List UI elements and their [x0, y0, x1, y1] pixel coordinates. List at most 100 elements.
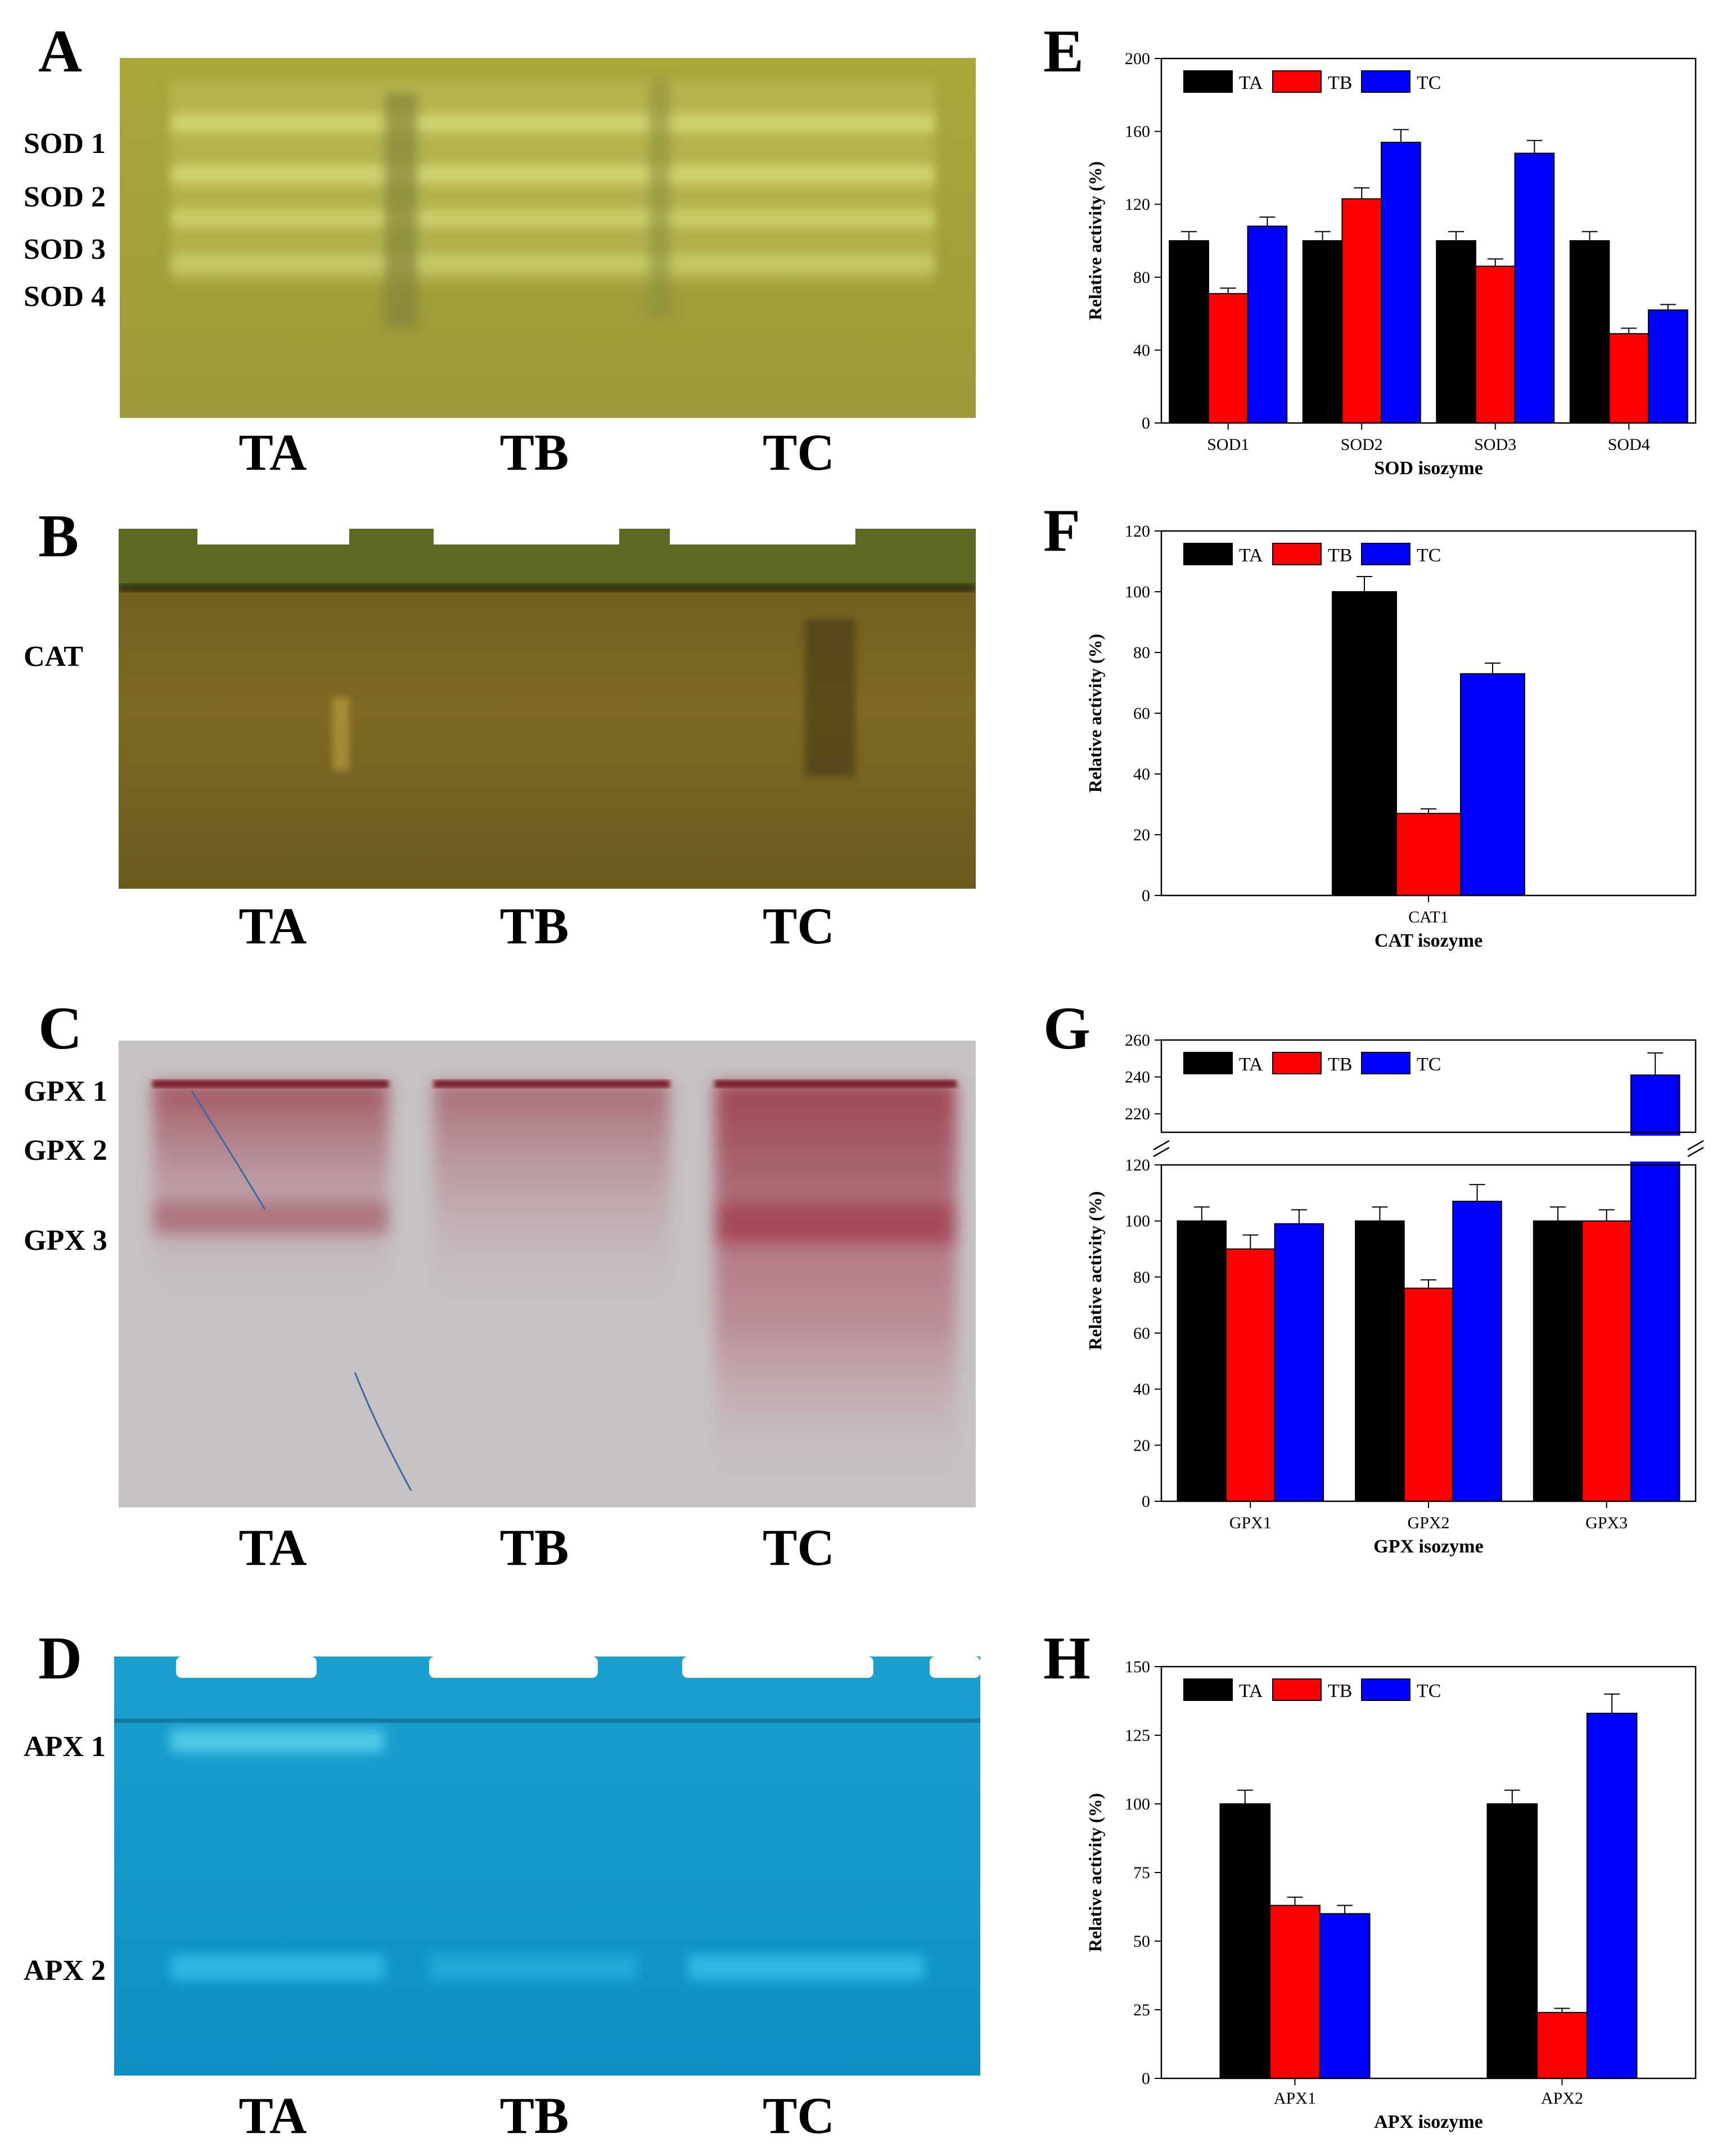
band-label-apx2: APX 2 — [24, 1955, 106, 1987]
y-tick-label: 240 — [1125, 1068, 1150, 1087]
bar-tb-gpx3 — [1581, 1220, 1632, 1502]
x-tick-label: SOD3 — [1474, 435, 1516, 454]
x-tick-label: GPX1 — [1229, 1514, 1272, 1532]
band-label-sod4: SOD 4 — [24, 281, 106, 313]
bar-tc-apx2 — [1586, 1712, 1638, 2079]
legend-swatch-tb — [1272, 543, 1322, 565]
lane-label-tc: TC — [763, 424, 835, 481]
chart-g-gpx: GPX1 GPX2 GPX3 0 20 40 60 80 100 120 220 240 260 Rela… — [1085, 1031, 1707, 1557]
gel-image-sod — [120, 58, 976, 418]
y-tick-label: 40 — [1133, 1380, 1150, 1399]
axis-break-mark-left — [1153, 1146, 1170, 1158]
x-tick-label: APX1 — [1274, 2089, 1316, 2108]
bar-tc-cat1 — [1460, 673, 1525, 896]
y-tick-label: 20 — [1133, 826, 1150, 844]
y-tick-label: 0 — [1142, 1492, 1150, 1511]
legend-swatch-ta — [1183, 1678, 1233, 1701]
chart-e-sod: SOD1 SOD2 SOD3 SOD4 0 40 80 120 160 200 Relative a… — [1085, 49, 1697, 479]
panel-letter-f: F — [1043, 497, 1080, 564]
x-tick-label: GPX2 — [1407, 1514, 1449, 1532]
band-label-sod2: SOD 2 — [24, 181, 106, 213]
bar-ta-sod3 — [1436, 240, 1476, 424]
y-tick-label: 200 — [1125, 49, 1150, 68]
bar-ta-cat1 — [1332, 591, 1397, 896]
bar-ta-gpx2 — [1355, 1220, 1405, 1502]
y-tick-label: 100 — [1125, 1795, 1150, 1813]
legend-swatch-ta — [1183, 543, 1233, 565]
legend-label-tb: TB — [1328, 1681, 1352, 1702]
lane-label-tc: TC — [763, 2087, 835, 2144]
bar-tc-gpx2 — [1452, 1200, 1502, 1502]
y-tick-label: 160 — [1125, 123, 1150, 141]
bar-tb-sod2 — [1341, 198, 1382, 424]
gpx-gel-picture — [119, 1041, 976, 1507]
panel-letter-g: G — [1043, 995, 1091, 1062]
y-axis-label: Relative activity (%) — [1085, 1793, 1105, 1952]
legend-label-tc: TC — [1417, 73, 1441, 93]
bar-tc-sod4 — [1648, 309, 1688, 424]
band-label-sod1: SOD 1 — [24, 128, 106, 160]
legend-swatch-tc — [1361, 1052, 1410, 1074]
legend-swatch-tc — [1361, 543, 1410, 565]
bar-tb-cat1 — [1396, 813, 1461, 897]
bar-tc-gpx1 — [1274, 1223, 1324, 1502]
y-tick-label: 0 — [1142, 2069, 1150, 2088]
gel-image-cat — [119, 529, 976, 889]
legend-label-tb: TB — [1328, 1054, 1352, 1075]
sod-gel-picture — [120, 58, 976, 418]
legend-label-ta: TA — [1239, 1054, 1263, 1075]
y-tick-label: 25 — [1133, 2001, 1150, 2019]
bar-ta-apx1 — [1219, 1803, 1271, 2079]
y-tick-label: 40 — [1133, 765, 1150, 784]
bar-ta-sod4 — [1569, 240, 1610, 424]
band-label-gpx3: GPX 3 — [24, 1225, 107, 1257]
gel-image-apx — [114, 1657, 980, 2076]
bar-tb-apx2 — [1536, 2011, 1588, 2080]
apx-gel-picture — [114, 1657, 980, 2076]
lane-label-ta: TA — [238, 1519, 307, 1576]
y-axis-label: Relative activity (%) — [1085, 161, 1105, 321]
bar-ta-gpx1 — [1177, 1220, 1227, 1502]
y-tick-label: 100 — [1125, 1212, 1150, 1231]
y-axis-label: Relative activity (%) — [1085, 634, 1105, 793]
lane-label-tc: TC — [763, 897, 835, 955]
panel-letter-b: B — [38, 503, 79, 570]
axis-break-mark-right — [1687, 1140, 1704, 1151]
chart-f-cat: CAT1 0 20 40 60 80 100 120 Relative activity (%)… — [1085, 522, 1697, 951]
x-tick-label: SOD2 — [1341, 435, 1383, 454]
x-tick-label: APX2 — [1541, 2089, 1583, 2108]
bar-ta-sod2 — [1302, 240, 1343, 424]
band-label-apx1: APX 1 — [24, 1731, 106, 1763]
legend-label-tc: TC — [1417, 1054, 1441, 1075]
y-tick-label: 80 — [1133, 643, 1150, 662]
legend-label-ta: TA — [1239, 545, 1263, 566]
legend-label-ta: TA — [1239, 1681, 1263, 1702]
y-axis-label: Relative activity (%) — [1085, 1191, 1105, 1351]
legend-label-tc: TC — [1417, 545, 1441, 566]
legend-swatch-ta — [1183, 1052, 1233, 1074]
band-label-gpx2: GPX 2 — [24, 1135, 107, 1167]
legend-swatch-tb — [1272, 1678, 1322, 1701]
axis-break-mark-right — [1687, 1146, 1704, 1158]
lane-label-ta: TA — [238, 897, 307, 955]
legend-label-ta: TA — [1239, 73, 1263, 93]
y-tick-label: 120 — [1125, 1156, 1150, 1174]
band-label-sod3: SOD 3 — [24, 233, 106, 265]
bar-ta-apx2 — [1486, 1803, 1538, 2079]
band-label-gpx1: GPX 1 — [24, 1075, 107, 1108]
bar-tc-sod2 — [1381, 142, 1421, 424]
legend-swatch-tc — [1361, 1678, 1410, 1701]
lane-label-ta: TA — [238, 2087, 307, 2144]
y-tick-label: 120 — [1125, 195, 1150, 214]
bar-tb-sod3 — [1475, 265, 1516, 424]
bar-ta-sod1 — [1169, 240, 1209, 424]
lane-label-tc: TC — [763, 1519, 835, 1576]
gel-image-gpx — [119, 1041, 976, 1507]
x-axis-label: SOD isozyme — [1374, 458, 1483, 479]
cat-gel-picture — [119, 529, 976, 889]
legend-label-tc: TC — [1417, 1681, 1441, 1702]
legend-swatch-tc — [1361, 70, 1410, 93]
y-tick-label: 220 — [1125, 1105, 1150, 1123]
legend-swatch-tb — [1272, 1052, 1322, 1074]
y-tick-label: 75 — [1133, 1864, 1150, 1882]
